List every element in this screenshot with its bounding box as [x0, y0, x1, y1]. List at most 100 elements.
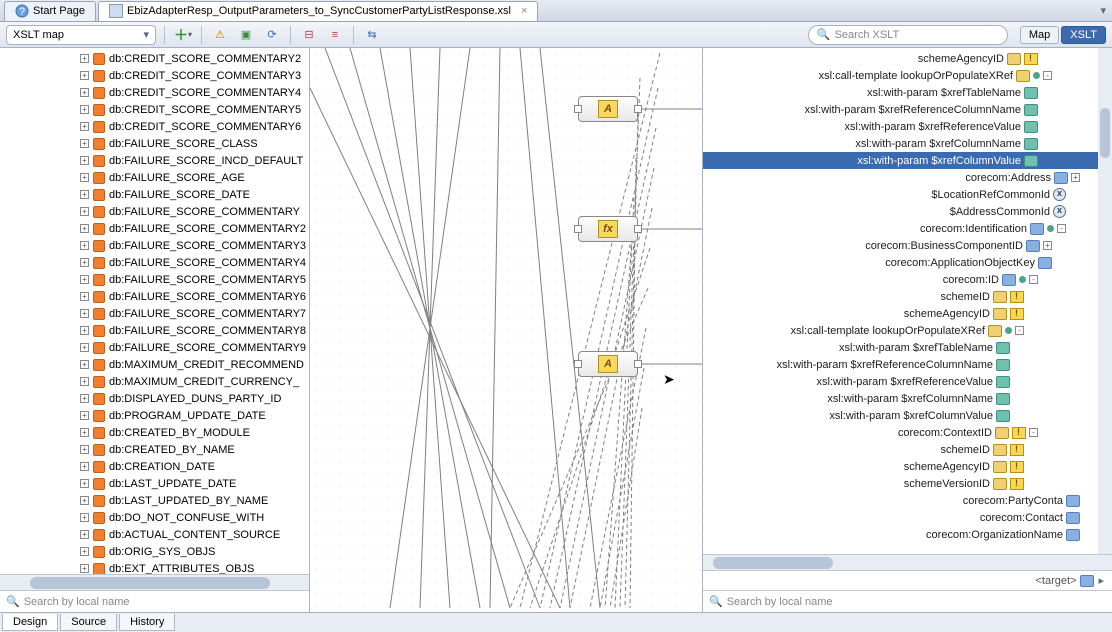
expand-icon[interactable]: + [80, 156, 89, 165]
expand-icon[interactable]: - [1015, 326, 1024, 335]
expand-icon[interactable]: + [80, 394, 89, 403]
function-node[interactable]: A [578, 96, 638, 122]
view-tab-source[interactable]: Source [60, 614, 117, 631]
source-tree-node[interactable]: +db:FAILURE_SCORE_CLASS [0, 135, 309, 152]
expand-icon[interactable]: - [1057, 224, 1066, 233]
expand-icon[interactable]: + [80, 258, 89, 267]
target-tree-node[interactable]: schemeAgencyID [703, 305, 1112, 322]
source-tree-node[interactable]: +db:PROGRAM_UPDATE_DATE [0, 407, 309, 424]
collapse-button[interactable]: ≡ [325, 25, 345, 45]
expand-icon[interactable]: - [1043, 71, 1052, 80]
expand-icon[interactable]: + [80, 224, 89, 233]
tab-xsl-file[interactable]: EbizAdapterResp_OutputParameters_to_Sync… [98, 1, 538, 21]
target-tree-node[interactable]: xsl:with-param $xrefColumnName [703, 390, 1112, 407]
target-search-input[interactable]: 🔍 Search by local name [703, 590, 1112, 612]
target-tree-node[interactable]: $LocationRefCommonId [703, 186, 1112, 203]
expand-icon[interactable]: + [80, 445, 89, 454]
input-port[interactable] [574, 225, 582, 233]
expand-icon[interactable]: + [80, 54, 89, 63]
source-tree-node[interactable]: +db:DO_NOT_CONFUSE_WITH [0, 509, 309, 526]
source-tree-node[interactable]: +db:FAILURE_SCORE_COMMENTARY5 [0, 271, 309, 288]
target-tree-node[interactable]: schemeAgencyID [703, 50, 1112, 67]
target-tree-node[interactable]: xsl:with-param $xrefTableName [703, 84, 1112, 101]
expand-icon[interactable]: + [80, 190, 89, 199]
source-tree-node[interactable]: +db:FAILURE_SCORE_COMMENTARY3 [0, 237, 309, 254]
expand-icon[interactable]: + [80, 309, 89, 318]
target-tree-node[interactable]: xsl:with-param $xrefColumnValue [703, 152, 1112, 169]
expand-icon[interactable]: + [80, 513, 89, 522]
target-tree-node[interactable]: corecom:ContextID- [703, 424, 1112, 441]
source-tree-node[interactable]: +db:FAILURE_SCORE_AGE [0, 169, 309, 186]
tab-start-page[interactable]: ? Start Page [4, 1, 96, 21]
output-port[interactable] [634, 360, 642, 368]
target-tree-node[interactable]: xsl:with-param $xrefReferenceColumnName [703, 356, 1112, 373]
source-tree-node[interactable]: +db:FAILURE_SCORE_COMMENTARY4 [0, 254, 309, 271]
source-tree-node[interactable]: +db:CREATION_DATE [0, 458, 309, 475]
test-button[interactable]: ▣ [236, 25, 256, 45]
tab-close-icon[interactable]: × [521, 5, 527, 17]
function-node[interactable]: A [578, 351, 638, 377]
expand-icon[interactable]: + [1043, 241, 1052, 250]
expand-icon[interactable]: + [80, 71, 89, 80]
expand-icon[interactable]: + [80, 173, 89, 182]
expand-icon[interactable]: + [80, 88, 89, 97]
target-tree-node[interactable]: xsl:with-param $xrefReferenceValue [703, 373, 1112, 390]
source-tree-node[interactable]: +db:ACTUAL_CONTENT_SOURCE [0, 526, 309, 543]
source-tree-node[interactable]: +db:FAILURE_SCORE_COMMENTARY8 [0, 322, 309, 339]
source-tree-node[interactable]: +db:FAILURE_SCORE_COMMENTARY9 [0, 339, 309, 356]
target-tree-node[interactable]: xsl:with-param $xrefColumnValue [703, 407, 1112, 424]
source-tree-node[interactable]: +db:FAILURE_SCORE_COMMENTARY7 [0, 305, 309, 322]
mapping-canvas[interactable]: AfxA ➤ [310, 48, 702, 612]
expand-icon[interactable]: + [80, 530, 89, 539]
expand-icon[interactable]: + [80, 139, 89, 148]
target-tree-node[interactable]: corecom:Identification- [703, 220, 1112, 237]
input-port[interactable] [574, 360, 582, 368]
target-tree-node[interactable]: xsl:call-template lookupOrPopulateXRef- [703, 322, 1112, 339]
target-tree-node[interactable]: corecom:PartyConta [703, 492, 1112, 509]
expand-icon[interactable]: + [1071, 173, 1080, 182]
target-tree-node[interactable]: $AddressCommonId [703, 203, 1112, 220]
target-tree-node[interactable]: xsl:with-param $xrefColumnName [703, 135, 1112, 152]
source-tree-node[interactable]: +db:CREDIT_SCORE_COMMENTARY5 [0, 101, 309, 118]
map-selector-combo[interactable]: XSLT map ▾ [6, 25, 156, 45]
view-tab-design[interactable]: Design [2, 614, 58, 631]
target-tree-node[interactable]: corecom:BusinessComponentID+ [703, 237, 1112, 254]
source-tree-node[interactable]: +db:FAILURE_SCORE_COMMENTARY [0, 203, 309, 220]
target-tree-node[interactable]: corecom:ID- [703, 271, 1112, 288]
mode-tab-xslt[interactable]: XSLT [1061, 26, 1106, 44]
target-tree-node[interactable]: corecom:Contact [703, 509, 1112, 526]
source-tree-node[interactable]: +db:CREDIT_SCORE_COMMENTARY2 [0, 50, 309, 67]
source-tree-node[interactable]: +db:LAST_UPDATE_DATE [0, 475, 309, 492]
add-button[interactable]: ＋▾ [173, 25, 193, 45]
expand-icon[interactable]: + [80, 564, 89, 573]
source-tree-node[interactable]: +db:FAILURE_SCORE_INCD_DEFAULT [0, 152, 309, 169]
output-port[interactable] [634, 225, 642, 233]
tab-overflow-dropdown[interactable]: ▾ [1094, 4, 1112, 17]
source-tree[interactable]: +db:CREDIT_SCORE_COMMENTARY2+db:CREDIT_S… [0, 48, 309, 574]
expand-icon[interactable]: + [80, 479, 89, 488]
target-tree-node[interactable]: xsl:with-param $xrefReferenceValue [703, 118, 1112, 135]
source-tree-node[interactable]: +db:FAILURE_SCORE_COMMENTARY6 [0, 288, 309, 305]
target-tree-node[interactable]: schemeID [703, 441, 1112, 458]
target-tree-node[interactable]: schemeID [703, 288, 1112, 305]
expand-icon[interactable]: + [80, 207, 89, 216]
expand-icon[interactable]: + [80, 241, 89, 250]
source-tree-node[interactable]: +db:DISPLAYED_DUNS_PARTY_ID [0, 390, 309, 407]
expand-button[interactable]: ⊟ [299, 25, 319, 45]
target-tree-node[interactable]: schemeVersionID [703, 475, 1112, 492]
expand-icon[interactable]: + [80, 496, 89, 505]
source-search-input[interactable]: 🔍 Search by local name [0, 590, 309, 612]
target-tree[interactable]: schemeAgencyIDxsl:call-template lookupOr… [703, 48, 1112, 554]
source-tree-node[interactable]: +db:LAST_UPDATED_BY_NAME [0, 492, 309, 509]
target-tree-node[interactable]: xsl:with-param $xrefReferenceColumnName [703, 101, 1112, 118]
source-hscroll[interactable] [0, 574, 309, 590]
replace-button[interactable]: ⇆ [362, 25, 382, 45]
source-tree-node[interactable]: +db:CREATED_BY_NAME [0, 441, 309, 458]
expand-icon[interactable]: + [80, 343, 89, 352]
target-tree-node[interactable]: xsl:with-param $xrefTableName [703, 339, 1112, 356]
source-tree-node[interactable]: +db:CREDIT_SCORE_COMMENTARY3 [0, 67, 309, 84]
source-tree-node[interactable]: +db:CREDIT_SCORE_COMMENTARY4 [0, 84, 309, 101]
target-vscroll[interactable] [1098, 48, 1112, 554]
validate-button[interactable]: ⚠ [210, 25, 230, 45]
expand-icon[interactable]: + [80, 275, 89, 284]
